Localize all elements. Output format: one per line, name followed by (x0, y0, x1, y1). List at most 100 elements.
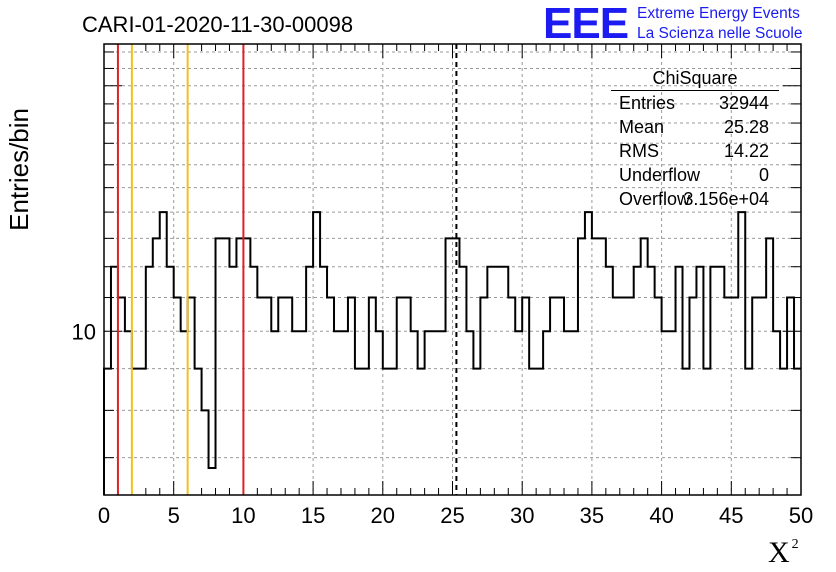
histogram-outline (103, 211, 801, 495)
histogram-bin (662, 331, 669, 495)
histogram-bin (425, 331, 432, 495)
histogram-bin (606, 267, 613, 495)
histogram-bin (522, 298, 529, 495)
plot-frame (103, 43, 802, 496)
histogram-bin (125, 331, 132, 495)
histogram-bin (202, 410, 209, 495)
x-tick-label: 10 (231, 503, 255, 528)
histogram-bin (613, 298, 620, 495)
histogram-bin (536, 369, 543, 495)
histogram-bin (111, 267, 118, 495)
histogram-bin (585, 212, 592, 495)
stats-title: ChiSquare (611, 66, 779, 91)
histogram-bin (362, 369, 369, 495)
histogram-bin (243, 238, 250, 495)
histogram-bin (787, 298, 794, 495)
histogram-bin (216, 238, 223, 495)
histogram-bin (209, 468, 216, 495)
histogram-bin (515, 331, 522, 495)
x-axis-label-superscript: 2 (791, 537, 799, 552)
histogram-bin (648, 267, 655, 495)
histogram-bin (780, 369, 787, 495)
histogram-bin (453, 238, 460, 495)
histogram-bin (459, 267, 466, 495)
eee-logo: EEE (543, 0, 629, 48)
x-tick-label: 0 (98, 503, 110, 528)
histogram-bin (383, 369, 390, 495)
histogram-bin (773, 331, 780, 495)
histogram-bin (188, 298, 195, 495)
x-tick-label: 20 (371, 503, 395, 528)
histogram-bin (669, 331, 676, 495)
histogram-bin (655, 298, 662, 495)
histogram-bin (501, 267, 508, 495)
histogram-bin (181, 331, 188, 495)
chart-title: CARI-01-2020-11-30-00098 (82, 12, 354, 37)
histogram-bin (146, 267, 153, 495)
stats-value: 3.156e+04 (683, 189, 769, 209)
x-tick-label: 50 (789, 503, 813, 528)
x-axis-label-main: X (768, 536, 790, 569)
histogram-bin (236, 238, 243, 495)
histogram-bin (578, 238, 585, 495)
histogram-bin (167, 267, 174, 495)
stats-key: RMS (619, 141, 659, 161)
histogram-bin (710, 267, 717, 495)
histogram-bin (257, 298, 264, 495)
histogram-bin (376, 331, 383, 495)
histogram-bin (620, 298, 627, 495)
histogram-bin (571, 331, 578, 495)
y-tick-label: 10 (72, 319, 96, 344)
histogram-bin (285, 298, 292, 495)
x-tick-label: 5 (168, 503, 180, 528)
histogram-bin (292, 331, 299, 495)
histogram-bin (439, 331, 446, 495)
histogram-bin (139, 369, 146, 495)
logo-line-1: Extreme Energy Events (637, 5, 800, 22)
histogram-bin (446, 238, 453, 495)
stats-key: Entries (619, 93, 676, 113)
histogram-bin (508, 298, 515, 495)
stats-box: ChiSquare Entries 32944 Mean 25.28 RMS 14.2… (611, 66, 779, 211)
histogram-bin (592, 238, 599, 495)
histogram-bin (390, 369, 397, 495)
histogram-bin (480, 298, 487, 495)
histogram-bin (745, 369, 752, 495)
histogram-bin (689, 298, 696, 495)
histogram-bin (676, 267, 683, 495)
stats-value: 0 (758, 165, 769, 185)
histogram-bin (752, 298, 759, 495)
stats-row-entries: Entries 32944 (611, 91, 779, 115)
histogram-bin (160, 212, 167, 495)
histogram-bin (320, 267, 327, 495)
histogram-bin (313, 212, 320, 495)
histogram-bin (348, 298, 355, 495)
y-axis-label: Entries/bin (4, 108, 34, 231)
histogram-bin (550, 298, 557, 495)
histogram-bin (104, 369, 111, 495)
logo-caption: Extreme Energy Events La Scienza nelle S… (637, 4, 802, 44)
histogram-bin (271, 331, 278, 495)
histogram-bin (118, 298, 125, 495)
x-tick-label: 25 (440, 503, 464, 528)
histogram-bin (717, 267, 724, 495)
histogram-bin (557, 298, 564, 495)
histogram-bin (731, 298, 738, 495)
histogram-bin (153, 238, 160, 495)
histogram-bin (195, 369, 202, 495)
histogram-bin (397, 298, 404, 495)
histogram-bin (278, 298, 285, 495)
histogram-bin (724, 298, 731, 495)
histogram-bin (355, 369, 362, 495)
stats-row-mean: Mean 25.28 (611, 115, 779, 139)
histogram-bin (599, 238, 606, 495)
y-axis-label-box: Entries/bin (4, 108, 38, 231)
histogram-bin (564, 331, 571, 495)
histogram-bin (703, 369, 710, 495)
histogram-bin (529, 369, 536, 495)
stats-row-rms: RMS 14.22 (611, 139, 779, 163)
stats-key: Underflow (619, 165, 701, 185)
histogram-bars (103, 211, 801, 495)
